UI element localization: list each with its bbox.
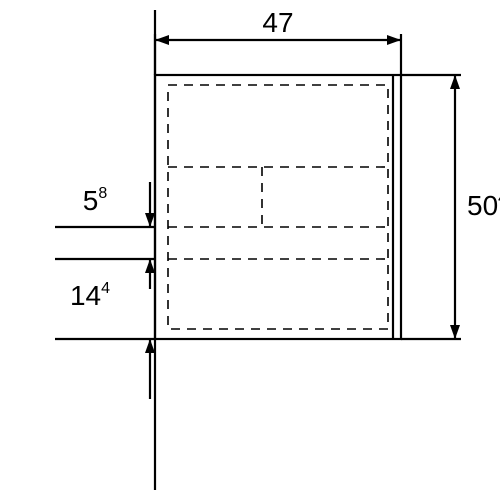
- dim-height: 504: [467, 190, 500, 221]
- dim-width: 47: [262, 7, 293, 38]
- dim-gap-small: 58: [83, 185, 108, 216]
- inner-hidden-box: [168, 85, 388, 329]
- technical-drawing: 47 504 58 144: [0, 0, 500, 500]
- dim-gap-large: 144: [70, 280, 110, 311]
- cabinet-outline: [155, 75, 401, 339]
